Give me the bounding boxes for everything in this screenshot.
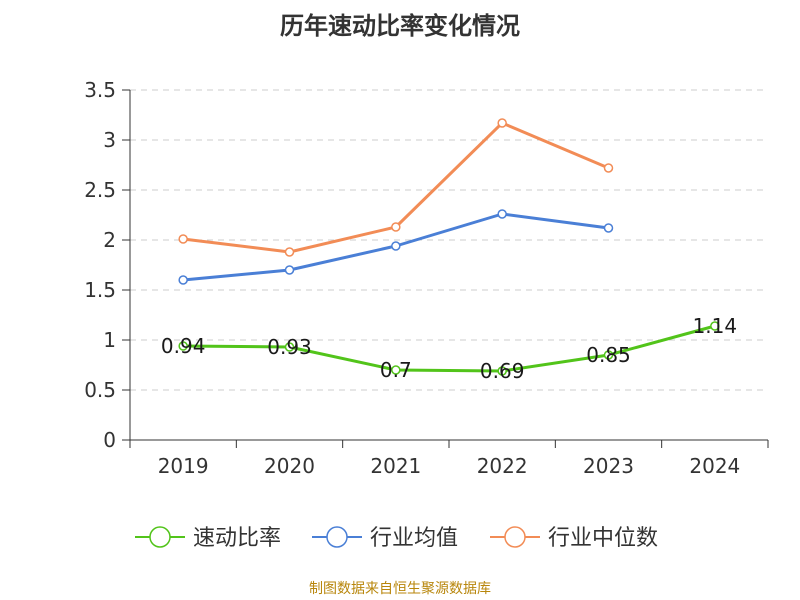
y-tick-label: 1 <box>103 328 116 352</box>
data-point <box>391 365 401 375</box>
chart-title: 历年速动比率变化情况 <box>280 12 520 40</box>
data-point <box>284 342 295 352</box>
series-line-3 <box>182 121 610 254</box>
y-tick-label: 1.5 <box>84 278 116 302</box>
legend-swatch-marker <box>149 526 171 548</box>
data-point <box>497 366 507 376</box>
data-point <box>178 341 188 351</box>
x-tick-label: 2019 <box>158 454 209 478</box>
data-label: 0.7 <box>380 358 412 382</box>
y-tick-label: 2.5 <box>84 178 116 202</box>
data-point <box>284 247 295 257</box>
x-tick-label: 2022 <box>477 454 528 478</box>
data-label: 1.14 <box>693 314 738 338</box>
legend: 速动比率 行业均值 行业中位数 <box>135 526 658 551</box>
data-point <box>603 223 614 233</box>
y-tick-label: 0 <box>103 428 116 452</box>
legend-item-2: 行业均值 <box>312 526 458 551</box>
data-point <box>603 163 614 173</box>
data-point <box>391 222 401 232</box>
source-note: 制图数据来自恒生聚源数据库 <box>309 581 491 597</box>
legend-label: 行业中位数 <box>548 526 658 551</box>
y-tick-label: 0.5 <box>84 378 116 402</box>
data-point <box>284 265 295 275</box>
data-label: 0.85 <box>586 343 631 367</box>
data-label: 0.93 <box>267 335 312 359</box>
legend-label: 行业均值 <box>370 526 458 551</box>
y-tick-label: 2 <box>103 228 116 252</box>
data-labels: 0.94 0.93 0.7 0.69 0.85 1.14 <box>161 314 737 383</box>
legend-item-1: 速动比率 <box>135 526 281 551</box>
series-lines <box>178 118 720 376</box>
data-point <box>178 275 188 285</box>
axes: 0 0.5 1 1.5 2 2.5 3 3.5 2019 2020 2021 2022 2023 2024 <box>84 78 769 478</box>
data-label: 0.94 <box>161 334 206 358</box>
data-point <box>710 321 720 331</box>
legend-label: 速动比率 <box>193 526 281 551</box>
data-point <box>391 241 401 251</box>
data-point <box>178 234 188 244</box>
legend-swatch-marker <box>504 526 526 548</box>
x-tick-label: 2021 <box>370 454 421 478</box>
legend-swatch-marker <box>326 526 348 548</box>
legend-item-3: 行业中位数 <box>490 526 658 551</box>
data-label: 0.69 <box>480 359 525 383</box>
x-tick-label: 2024 <box>689 454 740 478</box>
y-tick-label: 3.5 <box>84 78 116 102</box>
data-point <box>497 209 507 219</box>
x-tick-label: 2020 <box>264 454 315 478</box>
y-tick-label: 3 <box>103 128 116 152</box>
data-point <box>603 350 614 360</box>
series-line-1 <box>183 324 716 373</box>
x-tick-label: 2023 <box>583 454 634 478</box>
data-point <box>497 118 507 128</box>
